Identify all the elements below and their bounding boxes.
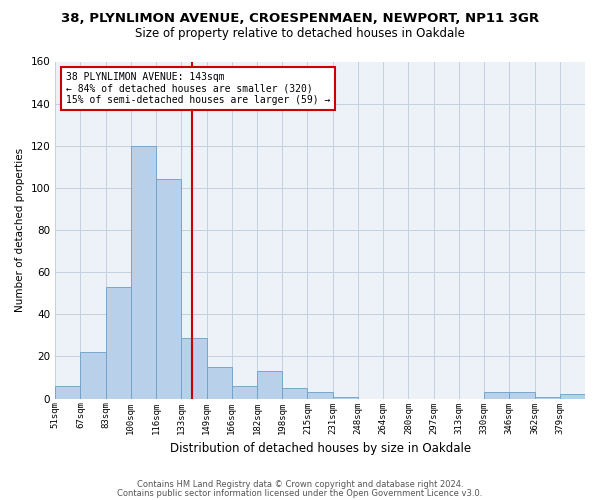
X-axis label: Distribution of detached houses by size in Oakdale: Distribution of detached houses by size … xyxy=(170,442,470,455)
Bar xyxy=(181,338,206,398)
Bar xyxy=(80,352,106,399)
Bar xyxy=(257,371,282,398)
Bar xyxy=(106,287,131,399)
Bar xyxy=(484,392,509,398)
Bar xyxy=(332,396,358,398)
Bar xyxy=(55,386,80,398)
Bar xyxy=(282,388,307,398)
Text: Size of property relative to detached houses in Oakdale: Size of property relative to detached ho… xyxy=(135,28,465,40)
Text: 38, PLYNLIMON AVENUE, CROESPENMAEN, NEWPORT, NP11 3GR: 38, PLYNLIMON AVENUE, CROESPENMAEN, NEWP… xyxy=(61,12,539,26)
Y-axis label: Number of detached properties: Number of detached properties xyxy=(15,148,25,312)
Bar xyxy=(131,146,156,399)
Bar xyxy=(156,180,181,398)
Bar xyxy=(509,392,535,398)
Bar xyxy=(206,367,232,398)
Bar xyxy=(232,386,257,398)
Text: Contains public sector information licensed under the Open Government Licence v3: Contains public sector information licen… xyxy=(118,489,482,498)
Bar xyxy=(535,396,560,398)
Bar xyxy=(560,394,585,398)
Text: 38 PLYNLIMON AVENUE: 143sqm
← 84% of detached houses are smaller (320)
15% of se: 38 PLYNLIMON AVENUE: 143sqm ← 84% of det… xyxy=(66,72,330,105)
Text: Contains HM Land Registry data © Crown copyright and database right 2024.: Contains HM Land Registry data © Crown c… xyxy=(137,480,463,489)
Bar xyxy=(307,392,332,398)
